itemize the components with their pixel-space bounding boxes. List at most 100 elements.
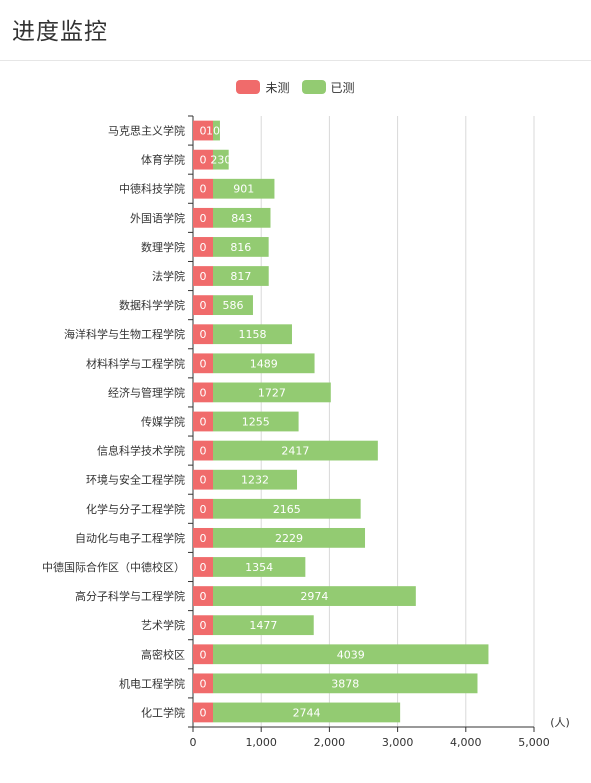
- bar-untested: [193, 440, 213, 461]
- bar-untested: [193, 498, 213, 519]
- bar-untested: [193, 411, 213, 432]
- category-label: 马克思主义学院: [108, 124, 185, 138]
- bar-label-untested: 0: [200, 416, 207, 429]
- x-axis-unit: (人): [550, 716, 570, 729]
- bar-untested: [193, 149, 213, 170]
- bar-untested: [193, 673, 213, 694]
- chart-legend: 未测 已测: [0, 77, 591, 97]
- bar-tested: [213, 702, 401, 723]
- legend-label-tested: 已测: [330, 80, 355, 95]
- x-tick-label: 3,000: [382, 736, 414, 749]
- bar-tested: [213, 353, 315, 374]
- bar-label-tested: 4039: [337, 648, 365, 661]
- bar-tested: [213, 469, 298, 490]
- bar-label-tested: 586: [222, 299, 243, 312]
- category-label: 艺术学院: [141, 618, 185, 632]
- category-label: 外国语学院: [130, 211, 185, 225]
- bar-label-tested: 2165: [273, 503, 301, 516]
- legend-item-untested[interactable]: 未测: [236, 79, 290, 96]
- bar-label-tested: 817: [230, 270, 251, 283]
- category-label: 中德国际合作区（中德校区）: [42, 560, 185, 574]
- bar-tested: [213, 149, 229, 170]
- bar-tested: [213, 207, 271, 228]
- category-label: 高分子科学与工程学院: [75, 589, 185, 603]
- x-tick-label: 5,000: [518, 736, 550, 749]
- bar-tested: [213, 644, 489, 665]
- bar-tested: [213, 440, 378, 461]
- bar-label-untested: 0: [200, 212, 207, 225]
- bar-tested: [213, 673, 478, 694]
- bar-untested: [193, 527, 213, 548]
- bar-label-untested: 0: [200, 648, 207, 661]
- bar-untested: [193, 469, 213, 490]
- legend-item-tested[interactable]: 已测: [301, 79, 355, 96]
- bar-label-untested: 0: [200, 532, 207, 545]
- bar-label-untested: 0: [200, 561, 207, 574]
- bar-label-tested: 1255: [242, 416, 270, 429]
- category-label: 中德科技学院: [119, 182, 185, 196]
- bar-untested: [193, 353, 213, 374]
- bar-label-untested: 0: [200, 474, 207, 487]
- bar-tested: [213, 527, 366, 548]
- bar-label-tested: 1477: [249, 619, 277, 632]
- category-label: 体育学院: [141, 153, 185, 167]
- bar-untested: [193, 382, 213, 403]
- x-tick-label: 4,000: [450, 736, 482, 749]
- bar-tested: [213, 586, 416, 606]
- category-label: 传媒学院: [141, 415, 185, 429]
- bar-label-untested: 0: [200, 241, 207, 254]
- bar-tested: [213, 498, 361, 519]
- x-tick-label: 1,000: [245, 736, 277, 749]
- legend-swatch-untested: [236, 80, 261, 94]
- category-label: 数理学院: [141, 240, 185, 254]
- category-label: 材料科学与工程学院: [86, 356, 185, 370]
- bar-label-untested: 0: [200, 183, 207, 196]
- bar-label-tested: 2417: [281, 445, 309, 458]
- x-tick-label: 2,000: [314, 736, 346, 749]
- bar-untested: [193, 557, 213, 577]
- category-label: 海洋科学与生物工程学院: [64, 327, 185, 341]
- legend-label-untested: 未测: [265, 80, 290, 95]
- bar-untested: [193, 615, 213, 636]
- bar-untested: [193, 295, 213, 316]
- bar-untested: [193, 237, 213, 257]
- category-label: 机电工程学院: [119, 676, 185, 690]
- category-label: 化学与分子工程学院: [86, 502, 185, 516]
- bar-tested: [213, 615, 314, 636]
- bar-label-untested: 0: [200, 154, 207, 167]
- category-label: 自动化与电子工程学院: [75, 531, 185, 545]
- bar-tested: [213, 266, 269, 286]
- header: 进度监控: [0, 0, 591, 61]
- category-label: 经济与管理学院: [108, 385, 185, 399]
- bar-label-untested: 0: [200, 125, 207, 138]
- bar-label-tested: 1727: [258, 386, 286, 399]
- bar-label-untested: 0: [200, 590, 207, 603]
- category-label: 信息科学技术学院: [97, 444, 185, 458]
- category-label: 数据科学学院: [119, 298, 185, 312]
- legend-swatch-tested: [301, 80, 326, 94]
- bar-label-untested: 0: [200, 445, 207, 458]
- bar-label-tested: 1158: [238, 328, 266, 341]
- bar-label-untested: 0: [200, 357, 207, 370]
- bar-label-untested: 0: [200, 706, 207, 719]
- bar-tested: [213, 237, 269, 257]
- bar-tested: [213, 120, 220, 141]
- bar-untested: [193, 702, 213, 723]
- bar-label-untested: 0: [200, 619, 207, 632]
- bar-label-tested: 843: [231, 212, 252, 225]
- page-title: 进度监控: [12, 19, 108, 45]
- bar-label-untested: 0: [200, 328, 207, 341]
- x-tick-label: 0: [190, 736, 197, 749]
- bar-label-tested: 816: [230, 241, 251, 254]
- bar-label-untested: 0: [200, 386, 207, 399]
- bar-label-tested: 1489: [250, 357, 278, 370]
- bar-label-tested: 102: [206, 125, 227, 138]
- bar-untested: [193, 207, 213, 228]
- bar-label-tested: 230: [210, 154, 231, 167]
- bar-label-tested: 2974: [300, 590, 328, 603]
- bar-untested: [193, 120, 213, 141]
- bar-untested: [193, 324, 213, 345]
- bar-untested: [193, 178, 213, 199]
- category-label: 法学院: [152, 269, 185, 283]
